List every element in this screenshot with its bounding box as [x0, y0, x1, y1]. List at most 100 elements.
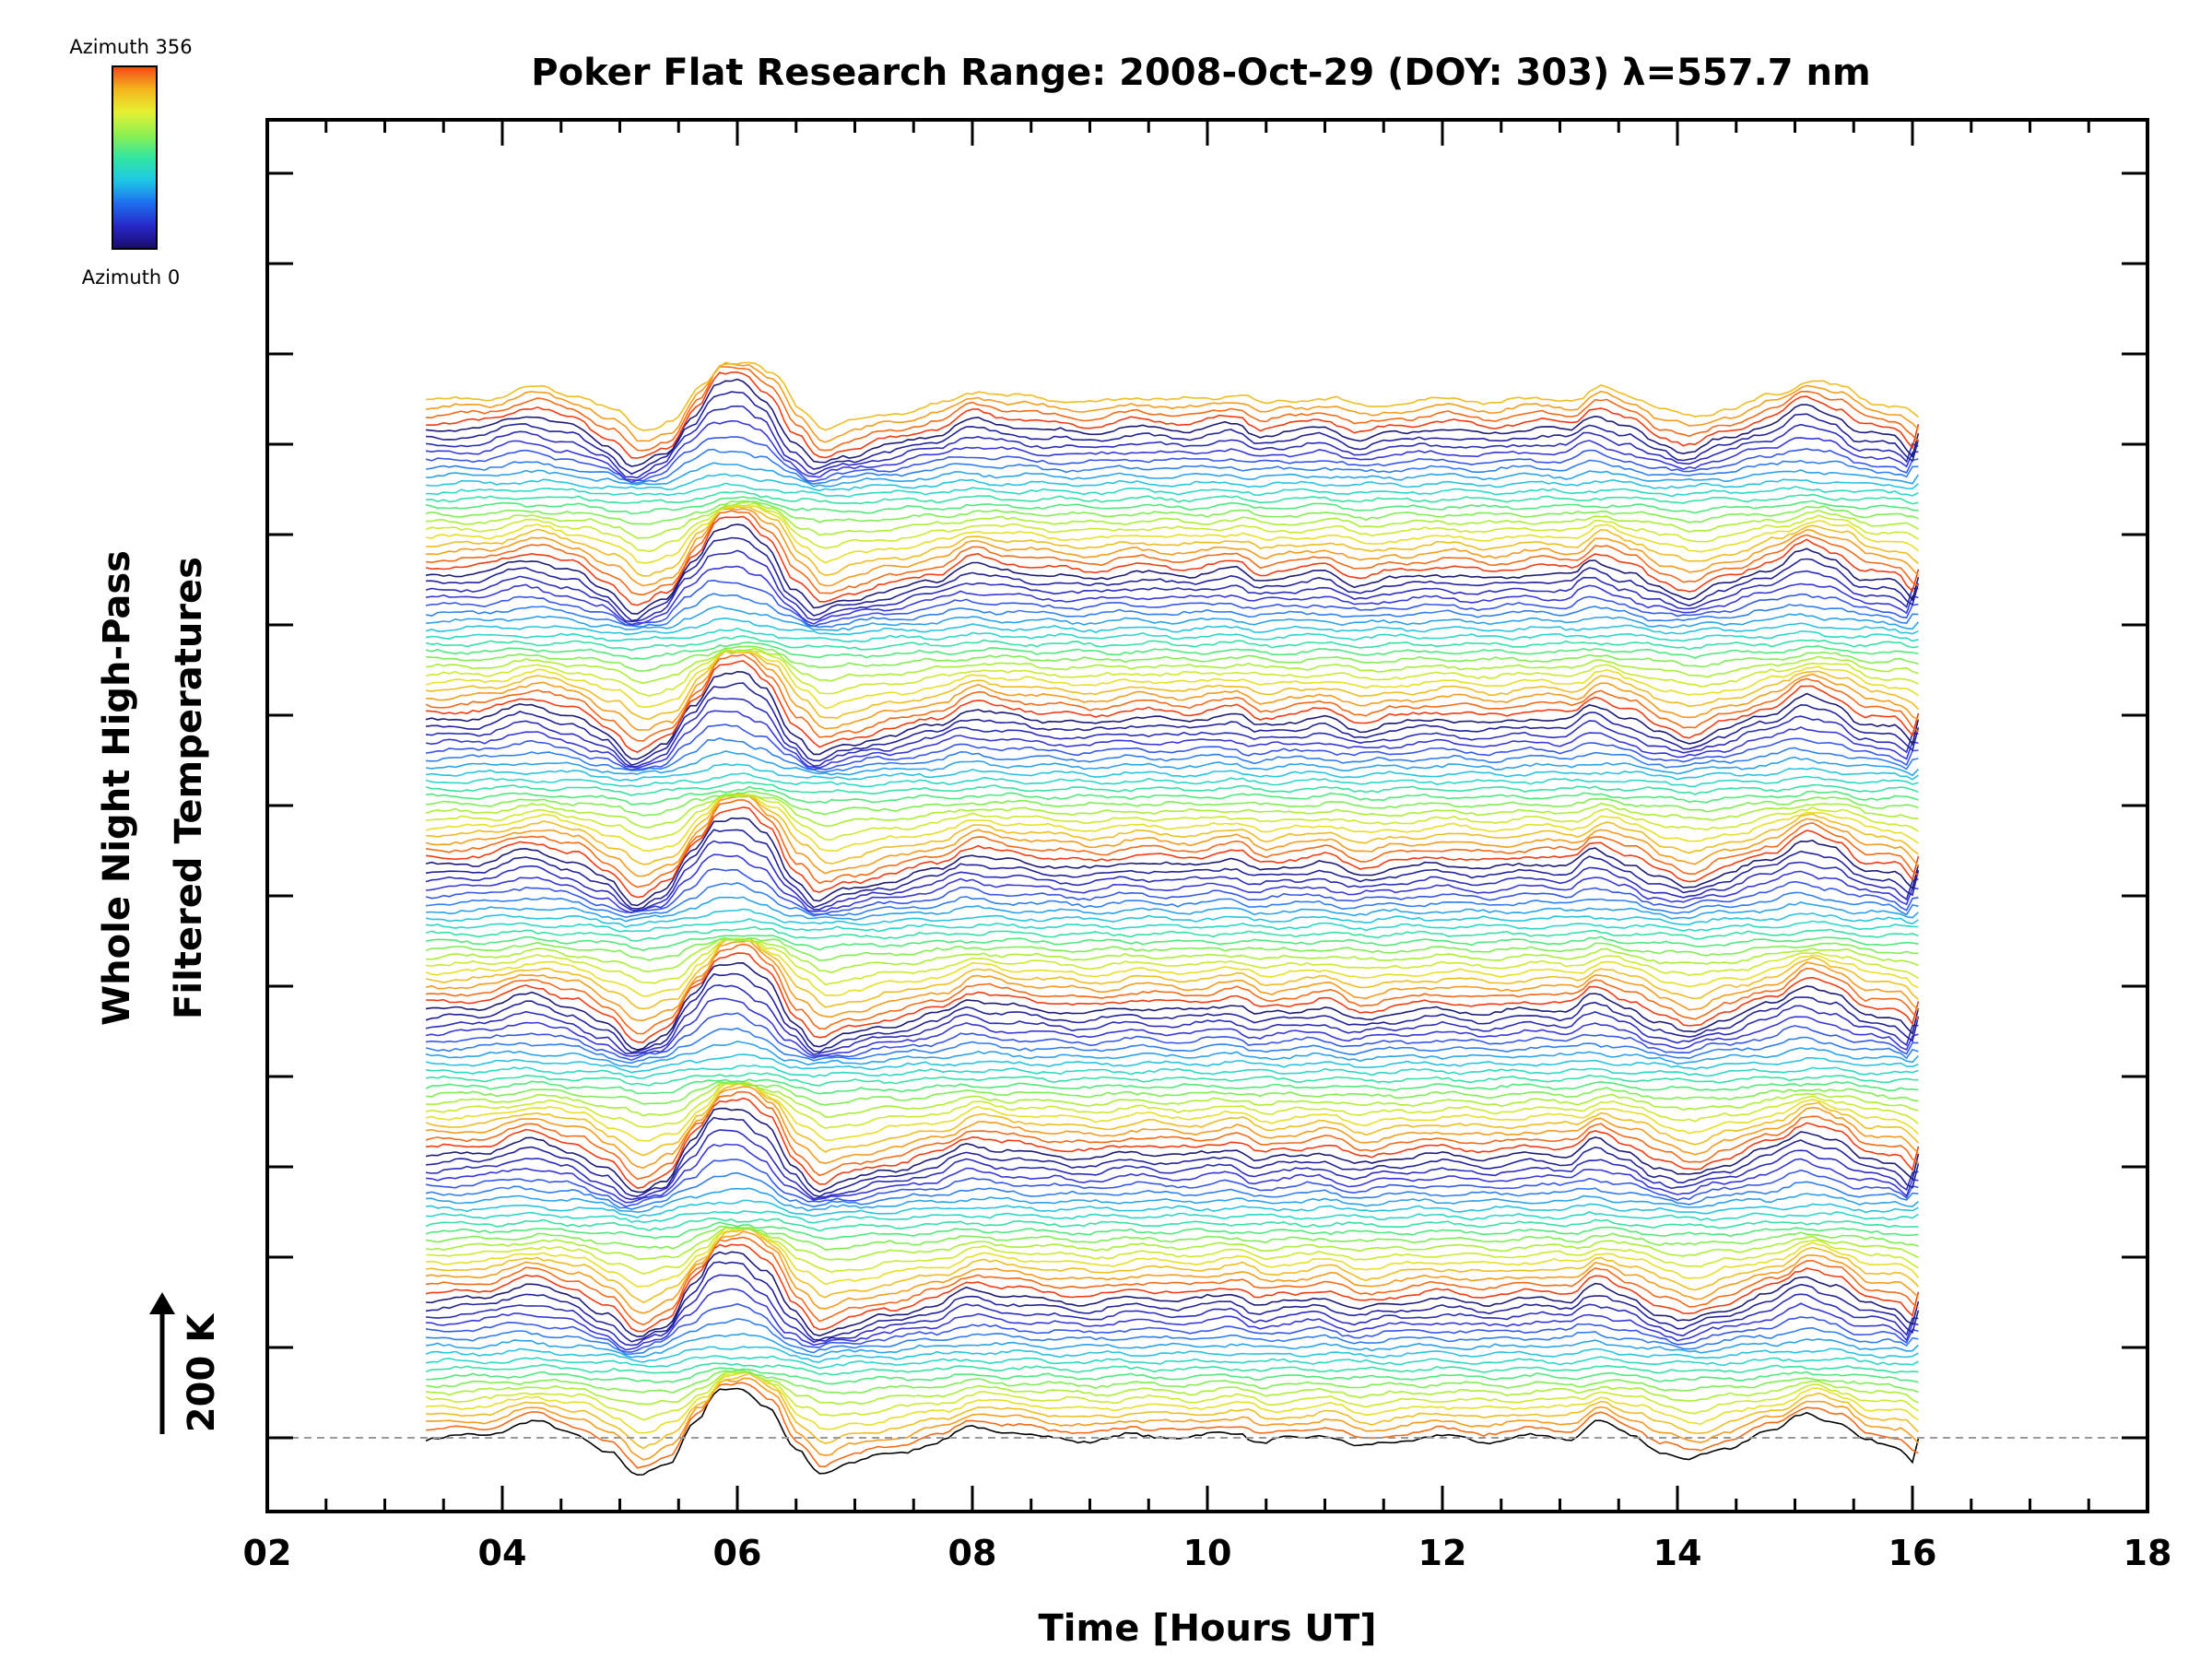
temperature-series	[425, 785, 1919, 806]
temperature-series	[426, 1081, 1919, 1118]
temperature-series	[425, 1097, 1920, 1189]
temperature-series	[425, 1346, 1919, 1363]
colorbar-top-label: Azimuth 356	[69, 36, 192, 58]
temperature-series	[425, 649, 1919, 710]
temperature-series	[426, 482, 1919, 498]
temperature-series	[425, 650, 1919, 697]
temperature-series	[426, 1251, 1920, 1338]
colorbar: Azimuth 356 Azimuth 0	[69, 36, 192, 288]
temperature-series	[426, 1369, 1919, 1394]
temperature-series	[425, 724, 1919, 771]
temperature-series	[425, 925, 1919, 942]
temperature-series	[425, 1362, 1919, 1376]
temperature-series	[425, 829, 1920, 910]
temperature-series	[426, 507, 1919, 587]
temperature-series	[425, 1225, 1919, 1251]
temperature-series	[425, 1027, 1919, 1065]
temperature-series	[425, 1083, 1919, 1157]
temperature-series	[425, 935, 1919, 951]
temperature-series	[426, 1012, 1919, 1062]
temperature-series	[425, 653, 1919, 742]
temperature-series	[426, 1371, 1919, 1406]
temperature-series	[425, 1078, 1919, 1095]
temperature-series	[425, 772, 1919, 788]
temperature-series	[425, 1217, 1919, 1232]
temperature-series	[426, 650, 1919, 731]
temperature-series	[426, 1367, 1919, 1385]
y-axis-label-line2: Filtered Temperatures	[168, 557, 210, 1019]
temperature-series	[426, 1318, 1919, 1356]
temperature-series	[425, 593, 1919, 629]
temperature-series	[425, 1236, 1919, 1326]
temperature-series	[425, 1230, 1919, 1314]
temperature-series	[426, 1187, 1919, 1214]
temperature-series	[425, 1086, 1919, 1170]
temperature-series	[426, 1332, 1919, 1359]
temperature-series	[426, 1228, 1919, 1303]
x-tick-label: 02	[243, 1533, 292, 1573]
scale-arrow-head	[149, 1292, 175, 1314]
temperature-series	[425, 1090, 1919, 1181]
temperature-series	[426, 505, 1919, 564]
temperature-series	[426, 371, 1920, 459]
temperature-series	[426, 1080, 1919, 1106]
temperature-series	[425, 682, 1920, 766]
temperature-series	[426, 366, 1919, 452]
temperature-series	[425, 362, 1919, 443]
temperature-series	[425, 1371, 1919, 1421]
x-tick-label: 06	[713, 1533, 762, 1573]
temperature-series	[425, 937, 1919, 997]
temperature-series	[426, 1226, 1919, 1275]
temperature-series	[425, 1226, 1919, 1261]
temperature-series	[426, 1210, 1919, 1224]
temperature-series	[425, 1302, 1919, 1353]
x-ticks: 02 04 06 08 10 12 14 16 18	[243, 120, 2171, 1573]
temperature-series	[425, 1041, 1919, 1068]
temperature-series	[425, 936, 1919, 961]
scale-bar-label: 200 K	[181, 1312, 223, 1432]
temperature-series	[425, 961, 1920, 1051]
temperature-series	[426, 405, 1919, 479]
temperature-series	[426, 1274, 1919, 1347]
temperature-series	[425, 1221, 1919, 1241]
temperature-series	[425, 997, 1919, 1058]
temperature-series	[426, 853, 1919, 914]
x-tick-label: 14	[1653, 1533, 1702, 1573]
temperature-series	[425, 436, 1919, 484]
temperature-series	[425, 627, 1919, 643]
temperature-series	[426, 952, 1920, 1043]
temperature-series	[425, 918, 1919, 933]
temperature-series	[426, 510, 1919, 596]
temperature-series	[426, 793, 1919, 865]
temperature-series	[426, 1382, 1919, 1469]
temperature-series	[425, 840, 1919, 912]
temperature-series	[425, 781, 1919, 796]
temperature-series	[425, 817, 1920, 907]
temperature-series	[426, 1143, 1919, 1204]
colorbar-bottom-label: Azimuth 0	[82, 266, 181, 288]
temperature-series	[425, 762, 1919, 782]
temperature-series	[426, 448, 1919, 485]
temperature-series	[426, 1371, 1919, 1434]
temperature-series	[425, 524, 1920, 615]
temperature-series	[426, 1372, 1919, 1450]
temperature-series	[426, 490, 1919, 505]
x-tick-label: 04	[478, 1533, 527, 1573]
temperature-series	[426, 505, 1919, 577]
temperature-series	[426, 806, 1920, 899]
temperature-series	[425, 617, 1919, 636]
temperature-series	[426, 1199, 1919, 1218]
temperature-series	[425, 937, 1919, 986]
temperature-series	[425, 1261, 1920, 1343]
scale-bar: 200 K	[149, 1292, 223, 1434]
temperature-series	[426, 1226, 1920, 1288]
temperature-series	[425, 793, 1919, 853]
x-tick-label: 08	[948, 1533, 997, 1573]
temperature-series	[425, 647, 1919, 685]
y-axis-label-line1: Whole Night High-Pass	[96, 550, 138, 1026]
temperature-series	[425, 799, 1919, 888]
temperature-series	[426, 645, 1919, 672]
temperature-series	[425, 670, 1920, 760]
temperature-series	[425, 794, 1920, 877]
